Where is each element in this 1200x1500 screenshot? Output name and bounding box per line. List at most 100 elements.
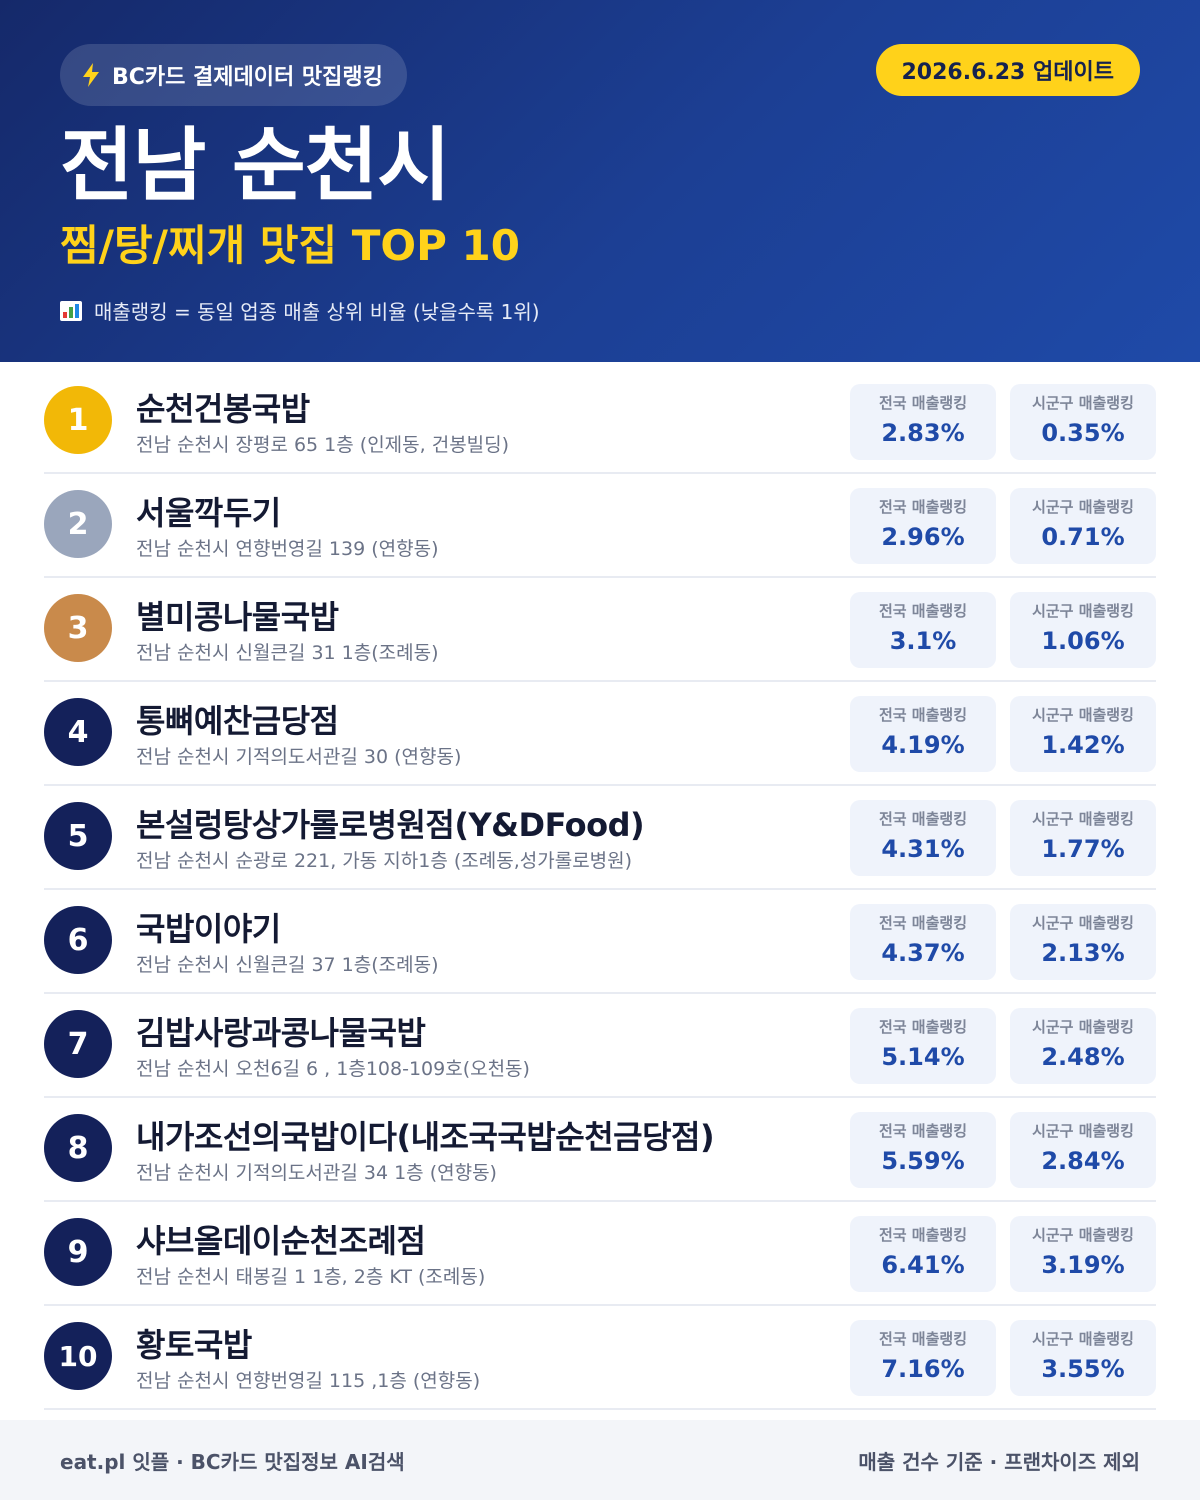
national-ranking-label: 전국 매출랭킹 <box>878 914 968 932</box>
rank-badge: 9 <box>44 1218 112 1286</box>
bar-chart-icon <box>60 300 82 321</box>
local-ranking-card: 시군구 매출랭킹 1.77% <box>1010 800 1156 876</box>
national-ranking-value: 5.14% <box>881 1043 965 1071</box>
local-ranking-label: 시군구 매출랭킹 <box>1032 1330 1134 1348</box>
local-ranking-card: 시군구 매출랭킹 1.42% <box>1010 696 1156 772</box>
national-ranking-value: 2.83% <box>881 419 965 447</box>
rank-badge: 6 <box>44 906 112 974</box>
national-ranking-label: 전국 매출랭킹 <box>878 1122 968 1140</box>
national-ranking-card: 전국 매출랭킹 6.41% <box>850 1216 996 1292</box>
footer-source: eat.pl 잇플 · BC카드 맛집정보 AI검색 <box>60 1449 405 1474</box>
restaurant-address: 전남 순천시 연향번영길 115 ,1층 (연향동) <box>136 1370 481 1392</box>
local-ranking-label: 시군구 매출랭킹 <box>1032 394 1134 412</box>
update-date-badge: 2026.6.23 업데이트 <box>875 44 1140 96</box>
local-ranking-label: 시군구 매출랭킹 <box>1032 1226 1134 1244</box>
local-ranking-label: 시군구 매출랭킹 <box>1032 602 1134 620</box>
local-ranking-value: 1.06% <box>1041 627 1125 655</box>
footer-note: 매출 건수 기준 · 프랜차이즈 제외 <box>858 1449 1140 1474</box>
national-ranking-value: 4.31% <box>881 835 965 863</box>
rank-badge: 3 <box>44 594 112 662</box>
local-ranking-label: 시군구 매출랭킹 <box>1032 1018 1134 1036</box>
restaurant-name[interactable]: 별미콩나물국밥 <box>136 598 339 636</box>
national-ranking-value: 7.16% <box>881 1355 965 1383</box>
rank-badge: 4 <box>44 698 112 766</box>
national-ranking-value: 5.59% <box>881 1147 965 1175</box>
national-ranking-label: 전국 매출랭킹 <box>878 394 968 412</box>
restaurant-address: 전남 순천시 태봉길 1 1층, 2층 KT (조례동) <box>136 1266 486 1288</box>
local-ranking-value: 2.84% <box>1041 1147 1125 1175</box>
national-ranking-label: 전국 매출랭킹 <box>878 1018 968 1036</box>
restaurant-address: 전남 순천시 신월큰길 31 1층(조례동) <box>136 642 439 664</box>
source-badge: BC카드 결제데이터 맛집랭킹 <box>60 44 407 106</box>
local-ranking-value: 0.35% <box>1041 419 1125 447</box>
national-ranking-card: 전국 매출랭킹 2.96% <box>850 488 996 564</box>
local-ranking-label: 시군구 매출랭킹 <box>1032 810 1134 828</box>
local-ranking-value: 0.71% <box>1041 523 1125 551</box>
local-ranking-card: 시군구 매출랭킹 1.06% <box>1010 592 1156 668</box>
rank-badge: 2 <box>44 490 112 558</box>
restaurant-address: 전남 순천시 장평로 65 1층 (인제동, 건봉빌딩) <box>136 434 510 456</box>
local-ranking-value: 2.48% <box>1041 1043 1125 1071</box>
rank-badge: 1 <box>44 386 112 454</box>
rank-badge: 5 <box>44 802 112 870</box>
ranking-legend: 매출랭킹 = 동일 업종 매출 상위 비율 (낮을수록 1위) <box>60 296 540 325</box>
list-item[interactable]: 4 통뼈예찬금당점 전남 순천시 기적의도서관길 30 (연향동) 전국 매출랭킹 4.… <box>44 682 1156 786</box>
local-ranking-card: 시군구 매출랭킹 0.35% <box>1010 384 1156 460</box>
local-ranking-card: 시군구 매출랭킹 0.71% <box>1010 488 1156 564</box>
restaurant-name[interactable]: 서울깍두기 <box>136 494 281 532</box>
local-ranking-card: 시군구 매출랭킹 3.55% <box>1010 1320 1156 1396</box>
restaurant-address: 전남 순천시 연향번영길 139 (연향동) <box>136 538 439 560</box>
local-ranking-label: 시군구 매출랭킹 <box>1032 706 1134 724</box>
national-ranking-card: 전국 매출랭킹 5.59% <box>850 1112 996 1188</box>
national-ranking-label: 전국 매출랭킹 <box>878 1330 968 1348</box>
footer: eat.pl 잇플 · BC카드 맛집정보 AI검색 매출 건수 기준 · 프랜… <box>0 1420 1200 1500</box>
national-ranking-label: 전국 매출랭킹 <box>878 1226 968 1244</box>
page-title: 전남 순천시 <box>60 119 451 212</box>
local-ranking-card: 시군구 매출랭킹 2.13% <box>1010 904 1156 980</box>
restaurant-name[interactable]: 김밥사랑과콩나물국밥 <box>136 1014 426 1052</box>
national-ranking-label: 전국 매출랭킹 <box>878 706 968 724</box>
restaurant-name[interactable]: 통뼈예찬금당점 <box>136 702 339 740</box>
restaurant-name[interactable]: 국밥이야기 <box>136 910 281 948</box>
national-ranking-card: 전국 매출랭킹 4.31% <box>850 800 996 876</box>
national-ranking-card: 전국 매출랭킹 7.16% <box>850 1320 996 1396</box>
local-ranking-value: 1.42% <box>1041 731 1125 759</box>
restaurant-address: 전남 순천시 신월큰길 37 1층(조례동) <box>136 954 439 976</box>
national-ranking-card: 전국 매출랭킹 3.1% <box>850 592 996 668</box>
restaurant-name[interactable]: 순천건봉국밥 <box>136 390 310 428</box>
national-ranking-card: 전국 매출랭킹 2.83% <box>850 384 996 460</box>
national-ranking-label: 전국 매출랭킹 <box>878 602 968 620</box>
national-ranking-value: 6.41% <box>881 1251 965 1279</box>
restaurant-name[interactable]: 샤브올데이순천조례점 <box>136 1222 426 1260</box>
list-item[interactable]: 5 본설렁탕상가롤로병원점(Y&DFood) 전남 순천시 순광로 221, 가동 … <box>44 786 1156 890</box>
national-ranking-value: 2.96% <box>881 523 965 551</box>
local-ranking-card: 시군구 매출랭킹 2.48% <box>1010 1008 1156 1084</box>
national-ranking-value: 3.1% <box>889 627 957 655</box>
local-ranking-card: 시군구 매출랭킹 2.84% <box>1010 1112 1156 1188</box>
list-item[interactable]: 8 내가조선의국밥이다(내조국국밥순천금당점) 전남 순천시 기적의도서관길 34 … <box>44 1098 1156 1202</box>
national-ranking-card: 전국 매출랭킹 4.37% <box>850 904 996 980</box>
national-ranking-value: 4.37% <box>881 939 965 967</box>
local-ranking-card: 시군구 매출랭킹 3.19% <box>1010 1216 1156 1292</box>
lightning-icon <box>83 63 99 87</box>
page-subtitle: 찜/탕/찌개 맛집 TOP 10 <box>60 221 520 270</box>
list-item[interactable]: 7 김밥사랑과콩나물국밥 전남 순천시 오천6길 6 , 1층108-109호(오천… <box>44 994 1156 1098</box>
restaurant-address: 전남 순천시 기적의도서관길 34 1층 (연향동) <box>136 1162 497 1184</box>
restaurant-name[interactable]: 내가조선의국밥이다(내조국국밥순천금당점) <box>136 1118 715 1156</box>
local-ranking-value: 3.55% <box>1041 1355 1125 1383</box>
restaurant-name[interactable]: 황토국밥 <box>136 1326 252 1364</box>
restaurant-name[interactable]: 본설렁탕상가롤로병원점(Y&DFood) <box>136 806 645 844</box>
rank-badge: 8 <box>44 1114 112 1182</box>
restaurant-address: 전남 순천시 기적의도서관길 30 (연향동) <box>136 746 462 768</box>
rank-badge: 10 <box>44 1322 112 1390</box>
rank-badge: 7 <box>44 1010 112 1078</box>
local-ranking-label: 시군구 매출랭킹 <box>1032 1122 1134 1140</box>
national-ranking-label: 전국 매출랭킹 <box>878 810 968 828</box>
